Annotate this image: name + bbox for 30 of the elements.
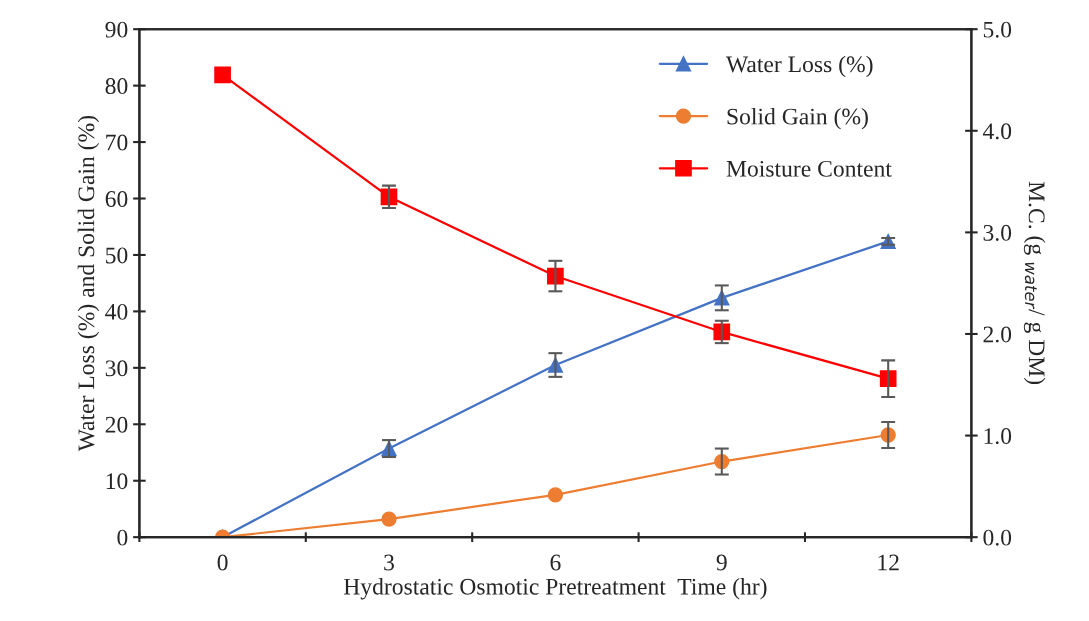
y-tick-label: 0 bbox=[117, 529, 128, 546]
y2-tick-label: 5.0 bbox=[983, 21, 1012, 38]
y-tick-label: 40 bbox=[105, 303, 128, 320]
y2-tick-label: 4.0 bbox=[982, 123, 1012, 140]
y2-tick-label: 3.0 bbox=[983, 224, 1012, 241]
y-axis-title: Water Loss (%) and Solid Gain (%) bbox=[77, 115, 100, 452]
x-tick-label: 9 bbox=[716, 554, 727, 571]
y-tick-label: 20 bbox=[105, 416, 128, 433]
point bbox=[547, 487, 564, 503]
y2-tick-label: 0.0 bbox=[983, 529, 1012, 546]
legend-label: Water Loss (%) bbox=[725, 55, 873, 78]
y-tick-label: 70 bbox=[106, 134, 128, 151]
x-tick-label: 3 bbox=[384, 554, 394, 571]
x-axis-title: Hydrostatic Osmotic Pretreatment Time (hr) bbox=[343, 578, 767, 600]
y-tick-label: 30 bbox=[105, 360, 128, 377]
x-tick-label: 12 bbox=[878, 554, 899, 571]
y-tick-label: 80 bbox=[105, 78, 128, 95]
x-tick-label: 6 bbox=[550, 554, 561, 571]
legend-label: Solid Gain (%) bbox=[727, 107, 868, 130]
y-tick-label: 90 bbox=[105, 21, 128, 38]
y2-axis-title: M.C. (g $_{water}$/ g DM) bbox=[1023, 181, 1046, 385]
x-tick-label: 0 bbox=[217, 554, 228, 571]
point bbox=[214, 66, 231, 84]
point bbox=[381, 511, 397, 527]
y-tick-label: 50 bbox=[106, 247, 128, 264]
y2-tick-label: 1.0 bbox=[984, 428, 1012, 445]
y-tick-label: 60 bbox=[105, 191, 128, 207]
y-tick-label: 10 bbox=[106, 473, 128, 490]
legend-label: Moisture Content bbox=[726, 160, 892, 177]
y2-tick-label: 2.0 bbox=[983, 326, 1012, 343]
